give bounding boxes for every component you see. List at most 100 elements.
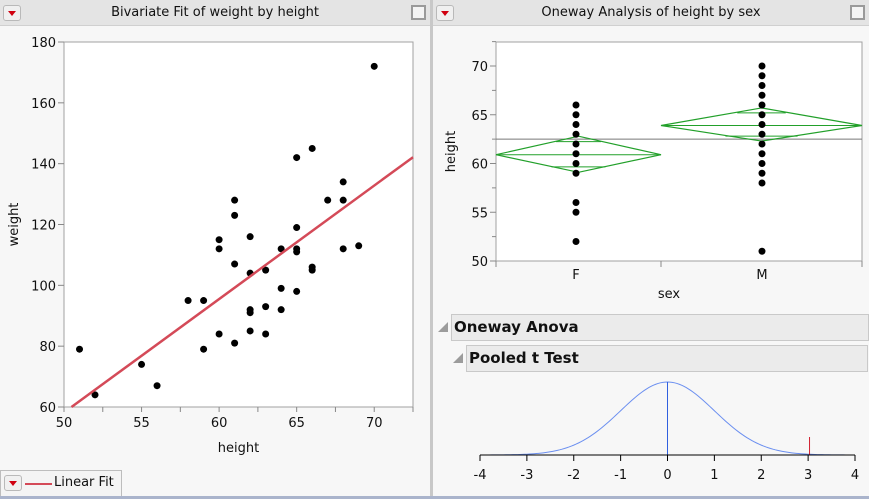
- bivariate-plot: 60 80 100 120 140 160 180 50 55 60 65 70 height weigh…: [7, 36, 414, 456]
- oneway-panel: Oneway Analysis of height by sex 50 55 60 6…: [433, 0, 869, 497]
- data-point: [572, 130, 580, 138]
- data-point: [572, 208, 580, 216]
- oneway-close-box-icon[interactable]: [850, 5, 865, 20]
- data-point: [293, 287, 301, 295]
- data-point: [153, 382, 161, 390]
- x-tick-label: -1: [614, 468, 627, 483]
- data-point: [370, 62, 378, 70]
- y-tick-label: 120: [31, 219, 56, 234]
- oneway-anova-disclosure-icon[interactable]: [438, 322, 448, 332]
- data-point: [758, 101, 766, 109]
- x-tick-label: -3: [520, 468, 533, 483]
- x-tick-label: 3: [804, 468, 812, 483]
- data-point: [758, 140, 766, 148]
- data-point: [758, 179, 766, 187]
- data-point: [277, 284, 285, 292]
- oneway-anova-title: Oneway Anova: [454, 318, 579, 336]
- y-tick-label: 80: [39, 340, 56, 355]
- oneway-red-triangle-menu-icon[interactable]: [436, 5, 454, 21]
- data-point: [138, 360, 146, 368]
- data-point: [200, 297, 208, 305]
- data-point: [758, 72, 766, 80]
- data-point: [758, 247, 766, 255]
- x-tick-label: -2: [567, 468, 580, 483]
- panel-splitter[interactable]: [430, 0, 433, 499]
- data-point: [76, 345, 84, 353]
- x-tick-label: 1: [710, 468, 718, 483]
- data-point: [293, 224, 301, 232]
- data-point: [215, 245, 223, 253]
- plot-frame: [63, 41, 414, 408]
- data-point: [355, 242, 363, 250]
- data-point: [246, 327, 254, 335]
- data-point: [277, 306, 285, 314]
- data-point: [339, 178, 347, 186]
- x-tick-label: 0: [663, 468, 671, 483]
- data-point: [293, 248, 301, 256]
- oneway-anova-header[interactable]: Oneway Anova: [451, 314, 869, 341]
- bivariate-close-box-icon[interactable]: [411, 5, 426, 20]
- data-point: [324, 196, 332, 204]
- data-point: [308, 266, 316, 274]
- window-bottom-border: [0, 496, 869, 499]
- data-point: [277, 245, 285, 253]
- y-tick-label: 160: [31, 97, 56, 112]
- y-tick-label: 50: [471, 255, 488, 270]
- x-tick-label: 50: [56, 416, 73, 431]
- oneway-title-bar: Oneway Analysis of height by sex: [433, 0, 869, 26]
- data-point: [339, 196, 347, 204]
- data-point: [215, 236, 223, 244]
- linear-fit-menu-icon[interactable]: [4, 475, 22, 491]
- data-point: [572, 111, 580, 119]
- data-point: [339, 245, 347, 253]
- data-point: [572, 199, 580, 206]
- data-point: [572, 150, 580, 158]
- linear-fit-label: Linear Fit: [54, 475, 114, 490]
- y-tick-label: 65: [471, 109, 488, 124]
- data-point: [758, 150, 766, 158]
- x-tick-label: 70: [366, 416, 383, 431]
- data-point: [572, 101, 580, 109]
- linear-fit-line: [70, 156, 414, 409]
- data-point: [200, 345, 208, 353]
- x-tick-label: 2: [757, 468, 765, 483]
- y-axis-label: weight: [7, 203, 22, 247]
- linear-fit-legend: Linear Fit: [0, 470, 122, 497]
- x-tick-label: 60: [211, 416, 228, 431]
- x-axis-label: height: [218, 441, 259, 456]
- data-point: [262, 330, 270, 338]
- data-point: [231, 260, 239, 268]
- data-point: [231, 196, 239, 204]
- data-point: [215, 330, 223, 338]
- data-point: [231, 211, 239, 219]
- y-axis-label: height: [444, 131, 459, 172]
- bivariate-panel: Bivariate Fit of weight by height 60 80 10…: [0, 0, 430, 497]
- data-point: [572, 169, 580, 177]
- y-tick-label: 70: [471, 60, 488, 75]
- x-tick-label: M: [756, 268, 767, 283]
- data-point: [308, 144, 316, 152]
- data-point: [246, 233, 254, 241]
- data-point: [758, 91, 766, 99]
- data-point: [758, 130, 766, 138]
- oneway-title: Oneway Analysis of height by sex: [541, 5, 761, 20]
- data-point: [184, 297, 192, 305]
- bivariate-title-bar: Bivariate Fit of weight by height: [0, 0, 430, 26]
- pooled-t-test-disclosure-icon[interactable]: [453, 353, 463, 363]
- bivariate-red-triangle-menu-icon[interactable]: [3, 5, 21, 21]
- data-point: [758, 82, 766, 89]
- data-point: [572, 140, 580, 148]
- data-point: [572, 238, 580, 245]
- y-tick-label: 60: [471, 158, 488, 173]
- bivariate-title: Bivariate Fit of weight by height: [111, 5, 319, 20]
- data-point: [758, 121, 766, 128]
- pooled-t-test-title: Pooled t Test: [469, 349, 579, 367]
- y-tick-label: 60: [39, 401, 56, 416]
- data-point: [572, 160, 580, 167]
- y-tick-label: 55: [471, 206, 488, 221]
- plot-frame: [495, 41, 863, 262]
- x-tick-label: F: [572, 268, 579, 283]
- x-tick-label: 65: [288, 416, 305, 431]
- pooled-t-test-header[interactable]: Pooled t Test: [466, 345, 868, 372]
